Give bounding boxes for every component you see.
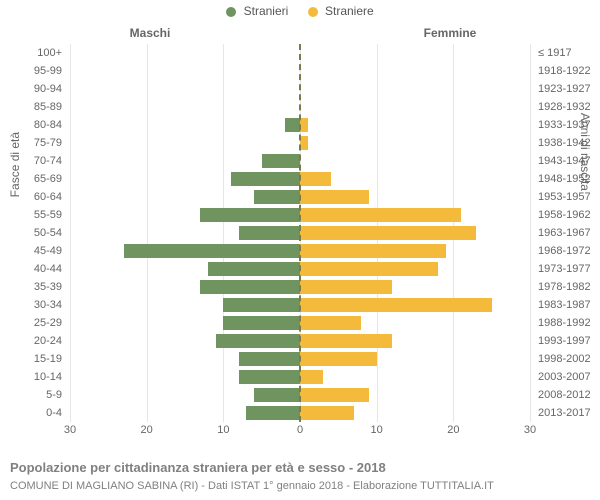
legend-item-male: Stranieri xyxy=(226,4,288,18)
bar-male xyxy=(254,190,300,204)
birth-year-label: 1968-1972 xyxy=(538,242,600,260)
age-label: 60-64 xyxy=(0,188,62,206)
x-tick-label: 0 xyxy=(297,424,303,436)
bar-female xyxy=(300,370,323,384)
bar-male xyxy=(231,172,300,186)
bar-female xyxy=(300,298,492,312)
age-label: 85-89 xyxy=(0,98,62,116)
bar-male xyxy=(216,334,300,348)
x-tick-label: 20 xyxy=(141,424,153,436)
birth-year-label: 1938-1942 xyxy=(538,134,600,152)
bar-female xyxy=(300,262,438,276)
age-label: 0-4 xyxy=(0,404,62,422)
age-label: 100+ xyxy=(0,44,62,62)
bar-male xyxy=(124,244,300,258)
age-label: 95-99 xyxy=(0,62,62,80)
age-label: 20-24 xyxy=(0,332,62,350)
birth-year-label: 1998-2002 xyxy=(538,350,600,368)
age-label: 55-59 xyxy=(0,206,62,224)
birth-year-label: 1928-1932 xyxy=(538,98,600,116)
age-label: 30-34 xyxy=(0,296,62,314)
birth-year-label: 1973-1977 xyxy=(538,260,600,278)
grid-line xyxy=(530,44,531,422)
section-label-male: Maschi xyxy=(0,26,300,40)
x-tick-label: 30 xyxy=(524,424,536,436)
bar-female xyxy=(300,352,377,366)
age-label: 65-69 xyxy=(0,170,62,188)
plot-area: 100+≤ 191795-991918-192290-941923-192785… xyxy=(70,44,530,422)
birth-year-label: 1933-1937 xyxy=(538,116,600,134)
x-tick-label: 30 xyxy=(64,424,76,436)
age-label: 70-74 xyxy=(0,152,62,170)
pyramid-chart: Stranieri Straniere Maschi Femmine Fasce… xyxy=(0,0,600,460)
bar-male xyxy=(239,352,300,366)
bar-male xyxy=(285,118,300,132)
bar-female xyxy=(300,316,361,330)
bar-male xyxy=(200,280,300,294)
bar-female xyxy=(300,388,369,402)
birth-year-label: 2008-2012 xyxy=(538,386,600,404)
age-label: 5-9 xyxy=(0,386,62,404)
bar-male xyxy=(262,154,300,168)
age-label: 25-29 xyxy=(0,314,62,332)
legend: Stranieri Straniere xyxy=(0,4,600,18)
bar-female xyxy=(300,190,369,204)
birth-year-label: 2003-2007 xyxy=(538,368,600,386)
legend-label-male: Stranieri xyxy=(244,4,289,18)
birth-year-label: 1923-1927 xyxy=(538,80,600,98)
bar-female xyxy=(300,280,392,294)
legend-item-female: Straniere xyxy=(308,4,374,18)
bar-female xyxy=(300,208,461,222)
bar-female xyxy=(300,172,331,186)
bar-male xyxy=(239,370,300,384)
bar-male xyxy=(254,388,300,402)
birth-year-label: 1948-1952 xyxy=(538,170,600,188)
center-line xyxy=(299,44,301,422)
bar-female xyxy=(300,244,446,258)
birth-year-label: 1983-1987 xyxy=(538,296,600,314)
legend-swatch-female xyxy=(308,7,318,17)
bar-male xyxy=(246,406,300,420)
birth-year-label: 1958-1962 xyxy=(538,206,600,224)
age-label: 40-44 xyxy=(0,260,62,278)
birth-year-label: 1918-1922 xyxy=(538,62,600,80)
birth-year-label: 1963-1967 xyxy=(538,224,600,242)
chart-subtitle: COMUNE DI MAGLIANO SABINA (RI) - Dati IS… xyxy=(10,480,590,492)
birth-year-label: 1943-1947 xyxy=(538,152,600,170)
x-axis-ticks: 3020100102030 xyxy=(70,424,530,442)
bar-male xyxy=(223,316,300,330)
birth-year-label: 2013-2017 xyxy=(538,404,600,422)
legend-swatch-male xyxy=(226,7,236,17)
section-label-female: Femmine xyxy=(300,26,600,40)
birth-year-label: ≤ 1917 xyxy=(538,44,600,62)
bar-female xyxy=(300,226,476,240)
birth-year-label: 1978-1982 xyxy=(538,278,600,296)
x-tick-label: 10 xyxy=(217,424,229,436)
bar-female xyxy=(300,406,354,420)
chart-title: Popolazione per cittadinanza straniera p… xyxy=(10,460,590,475)
age-label: 15-19 xyxy=(0,350,62,368)
birth-year-label: 1993-1997 xyxy=(538,332,600,350)
age-label: 10-14 xyxy=(0,368,62,386)
x-tick-label: 20 xyxy=(447,424,459,436)
x-tick-label: 10 xyxy=(371,424,383,436)
bar-female xyxy=(300,334,392,348)
age-label: 80-84 xyxy=(0,116,62,134)
age-label: 45-49 xyxy=(0,242,62,260)
legend-label-female: Straniere xyxy=(325,4,374,18)
age-label: 35-39 xyxy=(0,278,62,296)
birth-year-label: 1953-1957 xyxy=(538,188,600,206)
age-label: 50-54 xyxy=(0,224,62,242)
bar-male xyxy=(208,262,300,276)
bar-male xyxy=(223,298,300,312)
bar-female xyxy=(300,118,308,132)
bar-male xyxy=(200,208,300,222)
bar-male xyxy=(239,226,300,240)
birth-year-label: 1988-1992 xyxy=(538,314,600,332)
age-label: 90-94 xyxy=(0,80,62,98)
age-label: 75-79 xyxy=(0,134,62,152)
bar-female xyxy=(300,136,308,150)
